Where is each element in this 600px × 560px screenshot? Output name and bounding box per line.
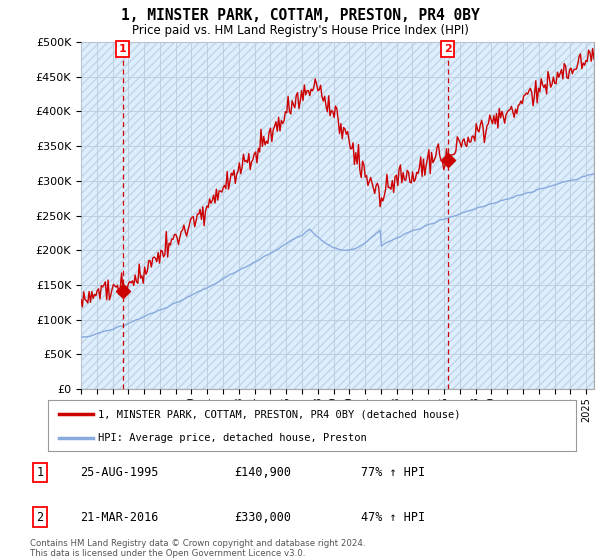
Text: 47% ↑ HPI: 47% ↑ HPI — [361, 511, 425, 524]
Text: 1, MINSTER PARK, COTTAM, PRESTON, PR4 0BY (detached house): 1, MINSTER PARK, COTTAM, PRESTON, PR4 0B… — [98, 409, 461, 419]
Text: HPI: Average price, detached house, Preston: HPI: Average price, detached house, Pres… — [98, 433, 367, 443]
Text: £140,900: £140,900 — [234, 466, 291, 479]
Text: Price paid vs. HM Land Registry's House Price Index (HPI): Price paid vs. HM Land Registry's House … — [131, 24, 469, 36]
Text: 1: 1 — [37, 466, 43, 479]
Text: 1: 1 — [119, 44, 127, 54]
Text: 21-MAR-2016: 21-MAR-2016 — [80, 511, 158, 524]
Text: 2: 2 — [37, 511, 43, 524]
Text: Contains HM Land Registry data © Crown copyright and database right 2024.
This d: Contains HM Land Registry data © Crown c… — [30, 539, 365, 558]
Text: 77% ↑ HPI: 77% ↑ HPI — [361, 466, 425, 479]
Text: 25-AUG-1995: 25-AUG-1995 — [80, 466, 158, 479]
Text: £330,000: £330,000 — [234, 511, 291, 524]
Text: 2: 2 — [443, 44, 451, 54]
Text: 1, MINSTER PARK, COTTAM, PRESTON, PR4 0BY: 1, MINSTER PARK, COTTAM, PRESTON, PR4 0B… — [121, 8, 479, 24]
